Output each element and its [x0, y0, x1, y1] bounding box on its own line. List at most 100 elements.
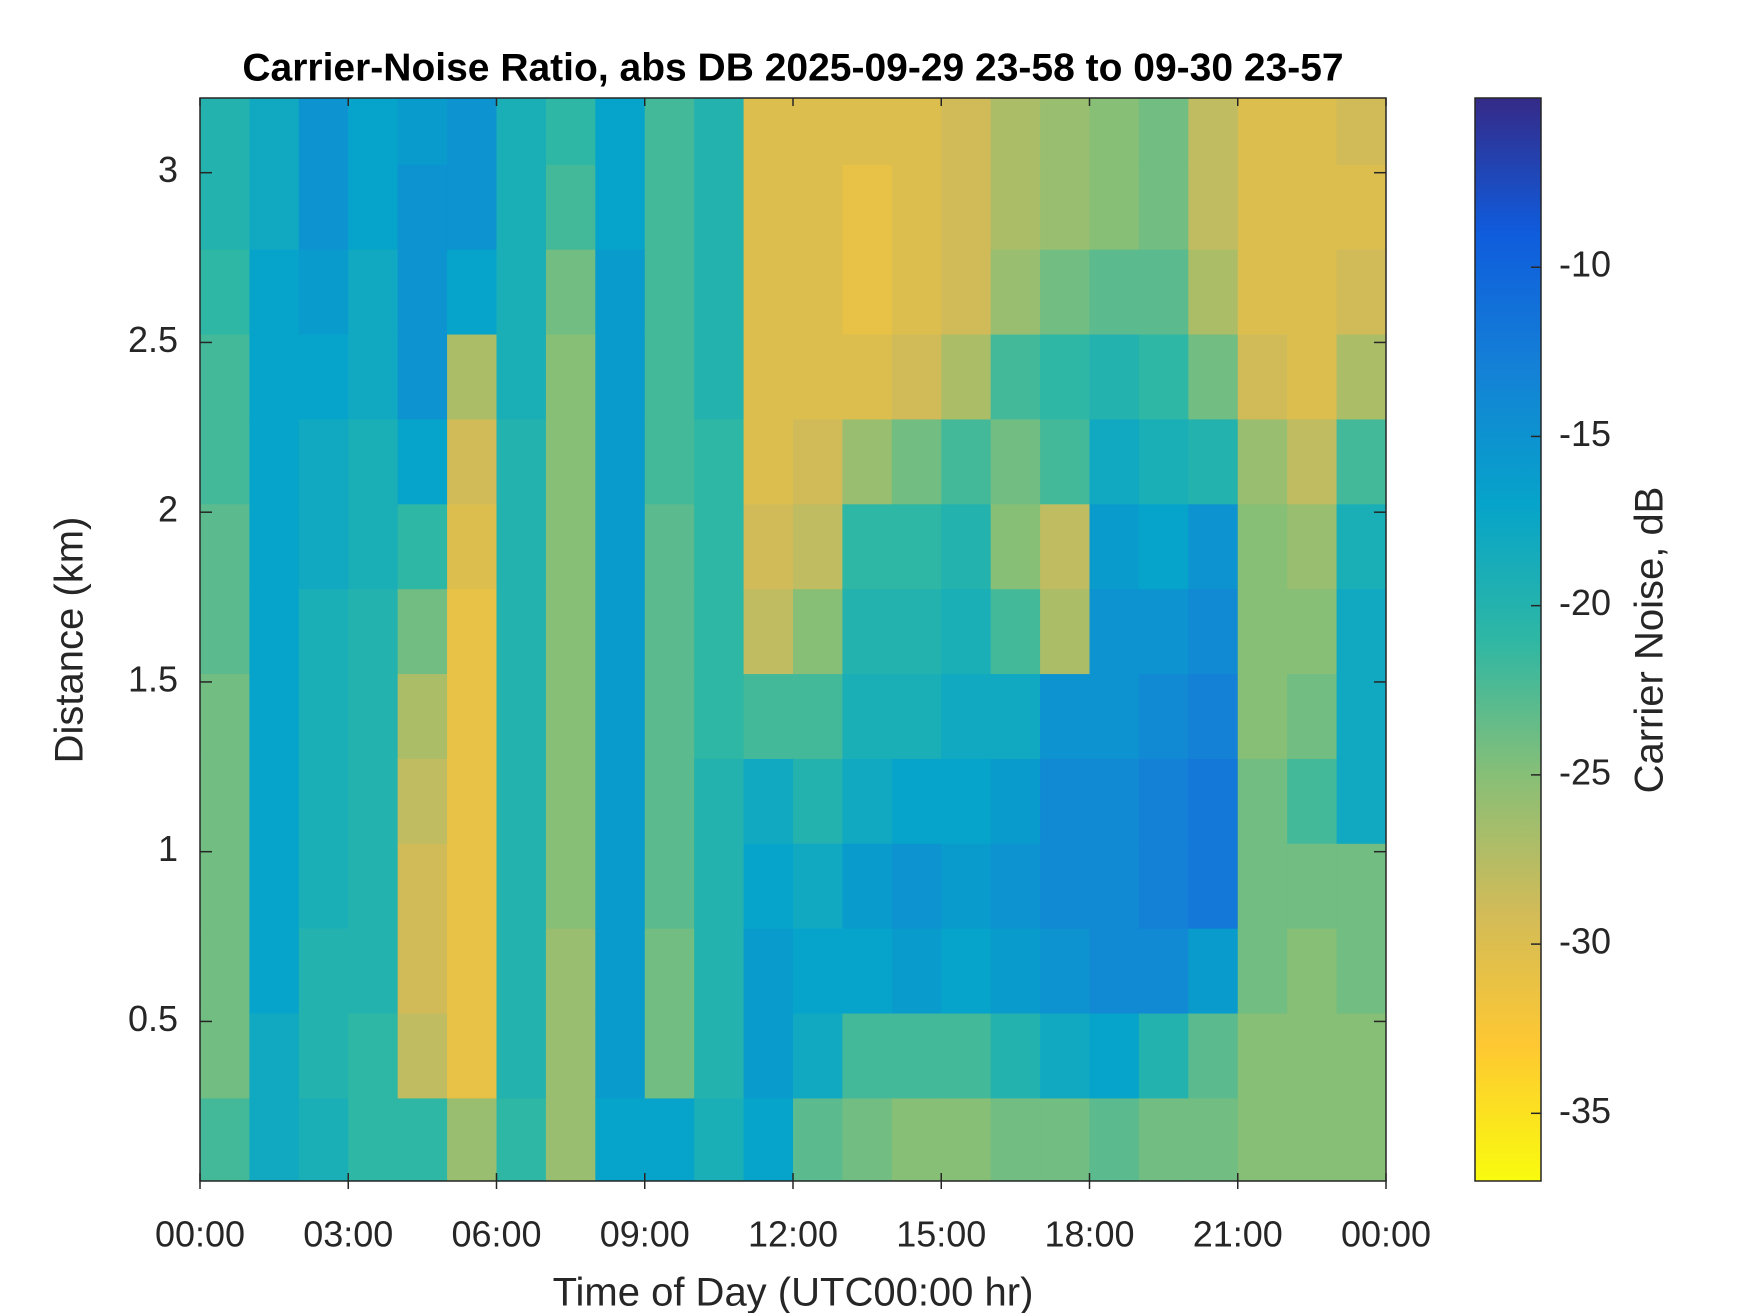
heatmap-cell	[200, 758, 251, 844]
heatmap-cell	[793, 503, 844, 590]
heatmap-cell	[595, 164, 646, 250]
heatmap-cell	[891, 928, 942, 1014]
heatmap-cell	[743, 418, 794, 505]
heatmap-cell	[397, 418, 448, 505]
heatmap-cell	[545, 673, 596, 759]
heatmap-cell	[990, 928, 1041, 1014]
heatmap-cell	[941, 503, 992, 590]
x-tick-label: 18:00	[1044, 1214, 1134, 1255]
heatmap-cell	[743, 164, 794, 250]
heatmap-cell	[1040, 249, 1091, 335]
heatmap-cell	[941, 98, 992, 165]
heatmap-cell	[1287, 843, 1338, 929]
heatmap-cell	[496, 588, 547, 675]
heatmap-cell	[1188, 1097, 1239, 1181]
heatmap-cell	[1138, 588, 1189, 675]
heatmap-cell	[990, 843, 1041, 929]
heatmap-cell	[249, 503, 300, 590]
heatmap-cell	[447, 1097, 498, 1181]
heatmap-cell	[941, 673, 992, 759]
heatmap-cell	[249, 843, 300, 929]
heatmap-cell	[496, 928, 547, 1014]
y-tick-label: 2	[158, 489, 178, 530]
heatmap-cell	[545, 1012, 596, 1099]
heatmap-cell	[743, 843, 794, 929]
heatmap-cell	[1040, 418, 1091, 505]
heatmap-cell	[1287, 673, 1338, 759]
heatmap-cell	[348, 164, 399, 250]
heatmap-cell	[1040, 98, 1091, 165]
heatmap-cell	[348, 249, 399, 335]
heatmap-cell	[595, 418, 646, 505]
heatmap-cell	[496, 1097, 547, 1181]
heatmap-cell	[694, 928, 745, 1014]
heatmap-cell	[200, 843, 251, 929]
heatmap-cell	[891, 98, 942, 165]
heatmap-cell	[545, 588, 596, 675]
y-tick-label: 3	[158, 149, 178, 190]
heatmap-cell	[842, 928, 893, 1014]
heatmap-cell	[1040, 333, 1091, 420]
heatmap-cell	[595, 758, 646, 844]
heatmap-cell	[1237, 164, 1288, 250]
heatmap-cell	[1040, 164, 1091, 250]
heatmap-cell	[1336, 1012, 1386, 1099]
heatmap-cell	[200, 673, 251, 759]
heatmap-cell	[1089, 503, 1140, 590]
heatmap-cell	[595, 503, 646, 590]
heatmap-cell	[1336, 758, 1386, 844]
colorbar-tick-label: -10	[1559, 244, 1611, 285]
x-tick-label: 00:00	[155, 1214, 245, 1255]
heatmap-cell	[1040, 588, 1091, 675]
heatmap-cell	[891, 418, 942, 505]
heatmap-cell	[990, 673, 1041, 759]
heatmap-cell	[891, 758, 942, 844]
heatmap-cell	[496, 673, 547, 759]
heatmap-cell	[298, 843, 349, 929]
heatmap-cell	[842, 758, 893, 844]
heatmap-cell	[842, 843, 893, 929]
heatmap-cell	[545, 843, 596, 929]
heatmap-cell	[1138, 418, 1189, 505]
heatmap-cell	[595, 928, 646, 1014]
heatmap-cell	[793, 928, 844, 1014]
heatmap-cell	[842, 164, 893, 250]
heatmap-cell	[249, 1012, 300, 1099]
heatmap-cell	[1089, 1012, 1140, 1099]
heatmap-cell	[397, 98, 448, 165]
heatmap-cell	[1138, 928, 1189, 1014]
heatmap-cell	[496, 418, 547, 505]
heatmap-cell	[941, 1012, 992, 1099]
heatmap-cell	[941, 418, 992, 505]
y-tick-label: 0.5	[128, 998, 178, 1039]
heatmap-cell	[447, 588, 498, 675]
heatmap-cell	[1336, 98, 1386, 165]
heatmap-cell	[348, 843, 399, 929]
x-axis-label: Time of Day (UTC00:00 hr)	[553, 1271, 1034, 1313]
heatmap-cell	[842, 418, 893, 505]
heatmap-cell	[793, 249, 844, 335]
heatmap-cell	[1138, 98, 1189, 165]
heatmap-cell	[1336, 418, 1386, 505]
heatmap-cell	[694, 164, 745, 250]
heatmap-cell	[249, 98, 300, 165]
heatmap-cell	[990, 333, 1041, 420]
colorbar-label: Carrier Noise, dB	[1628, 487, 1672, 794]
heatmap-cell	[1237, 1097, 1288, 1181]
heatmap-cell	[1287, 164, 1338, 250]
heatmap-cell	[348, 588, 399, 675]
heatmap-cell	[793, 418, 844, 505]
heatmap-cell	[595, 1097, 646, 1181]
heatmap-cell	[1188, 418, 1239, 505]
heatmap-cell	[249, 164, 300, 250]
heatmap-cell	[694, 1097, 745, 1181]
heatmap-cell	[694, 418, 745, 505]
heatmap-cell	[545, 333, 596, 420]
heatmap-cell	[447, 928, 498, 1014]
heatmap-cell	[694, 98, 745, 165]
heatmap-cell	[545, 758, 596, 844]
heatmap-cell	[743, 588, 794, 675]
heatmap-cell	[1287, 333, 1338, 420]
heatmap-cell	[1287, 249, 1338, 335]
heatmap-cell	[990, 1097, 1041, 1181]
